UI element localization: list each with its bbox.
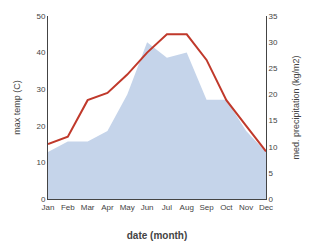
svg-text:15: 15 xyxy=(269,116,278,125)
svg-text:25: 25 xyxy=(269,64,278,73)
svg-text:Sep: Sep xyxy=(199,203,214,212)
svg-text:20: 20 xyxy=(269,90,278,99)
svg-text:20: 20 xyxy=(36,122,45,131)
svg-text:50: 50 xyxy=(36,12,45,21)
svg-text:May: May xyxy=(120,203,135,212)
svg-text:35: 35 xyxy=(269,12,278,21)
svg-text:Dec: Dec xyxy=(259,203,273,212)
svg-text:10: 10 xyxy=(36,158,45,167)
svg-text:Oct: Oct xyxy=(220,203,233,212)
svg-text:Jun: Jun xyxy=(141,203,154,212)
svg-text:Jan: Jan xyxy=(42,203,55,212)
svg-text:30: 30 xyxy=(36,85,45,94)
svg-text:10: 10 xyxy=(269,143,278,152)
svg-text:5: 5 xyxy=(269,169,274,178)
svg-text:0: 0 xyxy=(41,195,46,204)
svg-text:Nov: Nov xyxy=(239,203,253,212)
svg-text:30: 30 xyxy=(269,38,278,47)
svg-text:max temp (C): max temp (C) xyxy=(12,80,22,135)
svg-text:date (month): date (month) xyxy=(127,230,188,241)
svg-text:Jul: Jul xyxy=(162,203,172,212)
svg-text:Apr: Apr xyxy=(101,203,114,212)
svg-text:med. precipitation (kg/m2): med. precipitation (kg/m2) xyxy=(291,55,301,159)
svg-text:Aug: Aug xyxy=(180,203,194,212)
svg-text:Feb: Feb xyxy=(61,203,75,212)
svg-text:40: 40 xyxy=(36,48,45,57)
svg-text:Mar: Mar xyxy=(81,203,95,212)
svg-text:0: 0 xyxy=(269,195,274,204)
